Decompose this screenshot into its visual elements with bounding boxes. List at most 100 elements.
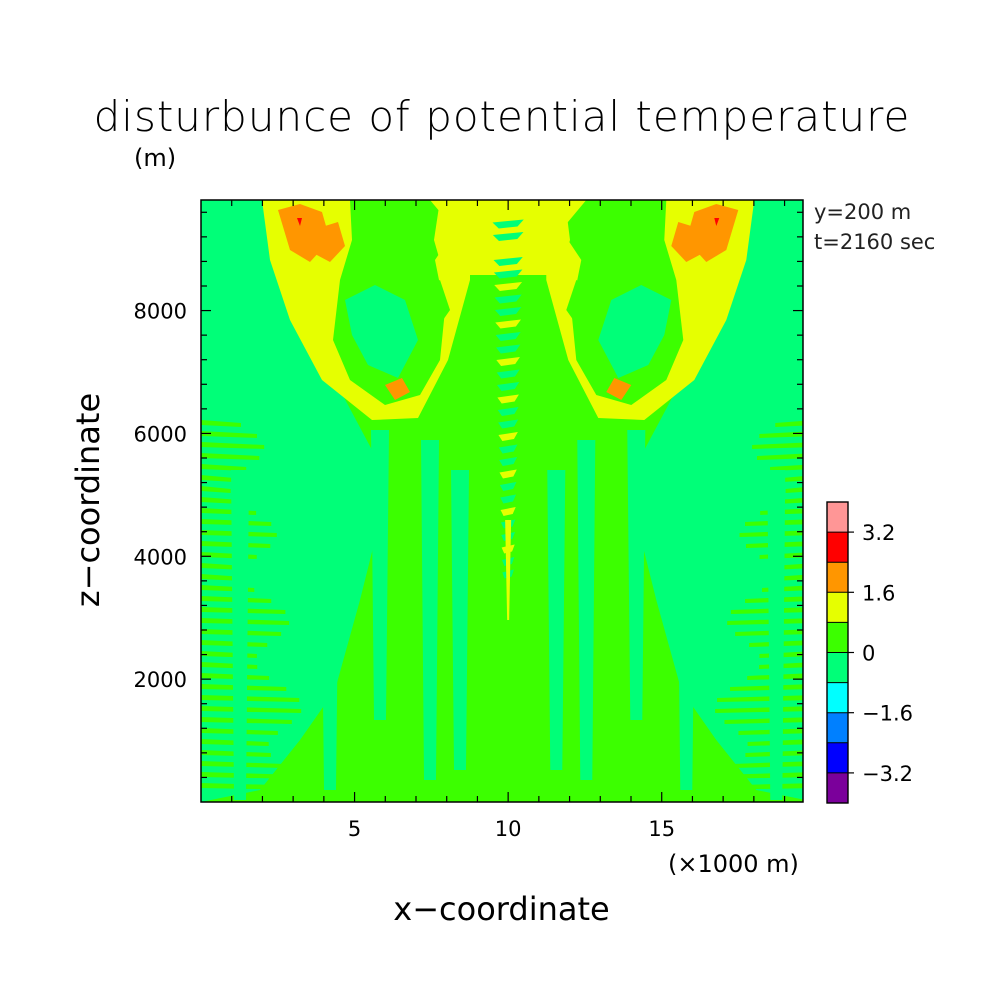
annotation-y: y=200 m [814, 200, 912, 224]
center-speck-13 [496, 369, 520, 379]
field-shapes [201, 200, 803, 802]
colorbar-swatch [827, 562, 848, 593]
x-axis-label: x−coordinate [393, 890, 610, 928]
center-speck-8 [494, 307, 522, 316]
colorbar-label: −1.6 [862, 702, 913, 726]
stripe-18-right [727, 618, 803, 625]
center-speck-5 [493, 269, 523, 279]
colorbar-swatch [827, 502, 848, 533]
tongue-3-left [451, 470, 469, 770]
orange-lower-right [606, 378, 632, 400]
x-tick-label: 5 [348, 817, 361, 841]
colorbar-label: 1.6 [862, 581, 895, 605]
center-speck-22 [499, 482, 517, 491]
center-column [486, 560, 531, 790]
stripe-25-left [201, 695, 300, 702]
center-speck-23 [500, 494, 517, 504]
tongue-0-right [677, 520, 696, 790]
x-tick-label: 10 [495, 817, 522, 841]
red-speck-left [297, 218, 302, 226]
y-tick-label: 8000 [134, 300, 187, 324]
y-tick-label: 2000 [134, 668, 187, 692]
center-speck-10 [495, 332, 521, 341]
orange-inner-right [671, 222, 705, 262]
colorbar: −3.2 −1.6 0 1.6 3.2 [826, 501, 913, 804]
stripe-1-right [759, 431, 803, 438]
stripe-2-left [201, 442, 265, 449]
tongue-1-left [371, 430, 389, 720]
center-speck-11 [495, 344, 521, 354]
tongue-2-left [421, 440, 439, 780]
tongue-3-right [547, 470, 566, 770]
colorbar-swatch [827, 592, 848, 623]
plot-frame [200, 199, 804, 803]
contour-field [201, 200, 803, 802]
center-speck-2 [492, 232, 524, 241]
center-speck-0 [492, 207, 525, 216]
plot-area [200, 199, 804, 803]
stripe-4-right [770, 464, 803, 471]
colorbar-swatch [827, 772, 848, 803]
stripe-32-left [201, 772, 302, 779]
center-speck-17 [498, 419, 519, 429]
y-tick-label: 6000 [134, 422, 187, 446]
side-zero-right [636, 200, 803, 800]
stripe-24-right [730, 684, 803, 691]
stripe-4-left [201, 464, 247, 471]
stripe-7-left [201, 497, 240, 504]
stripe-1-left [201, 431, 257, 438]
chart-title: disturbunce of potential temperature [93, 92, 911, 141]
pocket-core-left [420, 280, 450, 330]
stripe-27-right [724, 717, 803, 724]
colorbar-swatch [827, 622, 848, 653]
center-speck-14 [497, 382, 520, 391]
center-speck-21 [499, 469, 517, 479]
stripe-6-left [201, 486, 231, 493]
center-speck-24 [500, 507, 516, 516]
center-speck-1 [492, 219, 524, 229]
center-speck-19 [498, 444, 518, 454]
tongue-0-left [321, 520, 339, 790]
red-speck-right [714, 218, 720, 226]
tongue-2-right [577, 440, 596, 780]
stripe-33-left [201, 783, 313, 790]
orange-lower-left [385, 378, 410, 400]
x-unit-label: (×1000 m) [668, 850, 799, 878]
z-unit-label: (m) [134, 144, 177, 172]
center-speck-16 [497, 407, 519, 416]
center-speck-15 [497, 394, 519, 404]
colorbar-swatch [827, 742, 848, 773]
colorbar-label: 0 [862, 642, 875, 666]
x-tick-label: 15 [648, 817, 675, 841]
stripe-5-left [201, 475, 234, 482]
stripe-26-left [201, 706, 302, 713]
pocket-core-right [566, 280, 597, 330]
stripe-6-right [785, 487, 803, 493]
stripe-3-left [201, 453, 260, 460]
y-tick-label: 4000 [134, 545, 187, 569]
center-speck-9 [495, 319, 521, 329]
colorbar-swatch [827, 652, 848, 683]
axes: 5 10 15 2000 4000 6000 8000 [134, 200, 803, 841]
colorbar-swatch [827, 712, 848, 743]
orange-inner-left [312, 222, 345, 262]
center-speck-7 [494, 294, 522, 304]
stripe-2-right [752, 442, 803, 449]
colorbar-swatch [827, 682, 848, 713]
center-speck-6 [494, 282, 523, 291]
stripe-0-left [201, 420, 241, 427]
colorbar-label: 3.2 [862, 521, 895, 545]
annotation-t: t=2160 sec [814, 230, 936, 254]
tongue-4-left [231, 470, 249, 800]
stripe-0-right [775, 420, 803, 427]
center-speck-12 [496, 357, 520, 366]
tongue-4-right [767, 470, 786, 800]
stripe-5-right [782, 476, 803, 482]
colorbar-label: −3.2 [862, 762, 913, 786]
colorbar-swatch [827, 532, 848, 563]
pocket-right [598, 285, 672, 378]
center-speck-3 [493, 244, 524, 254]
center-speck-18 [498, 432, 518, 441]
stripe-31-right [732, 761, 803, 768]
